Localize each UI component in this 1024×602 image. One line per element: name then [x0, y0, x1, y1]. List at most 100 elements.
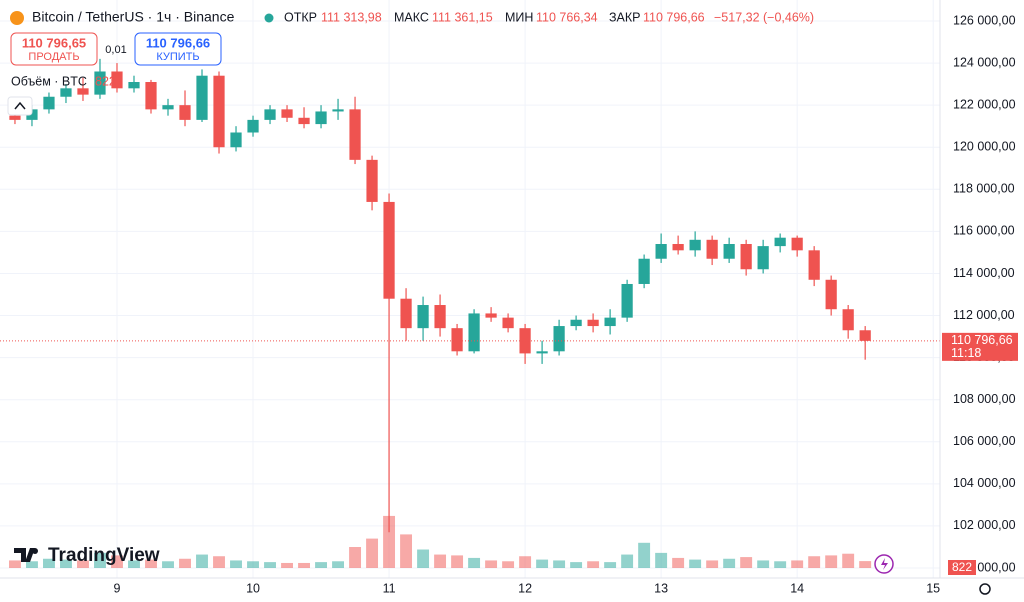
x-tick-label: 12	[518, 581, 532, 595]
volume-bar	[672, 557, 685, 568]
y-tick-label: 118 000,00	[953, 182, 1015, 196]
y-tick-label: 126 000,00	[953, 13, 1016, 27]
volume-tag	[948, 560, 976, 575]
volume-bar	[502, 561, 515, 568]
candle-body	[77, 88, 89, 95]
brand-logo-dot	[32, 548, 38, 554]
candle-body	[315, 111, 327, 125]
volume-bar	[315, 562, 327, 568]
candle-body	[264, 109, 276, 120]
candle-body	[587, 319, 599, 327]
candle-body	[451, 328, 463, 352]
volume-bar	[553, 560, 566, 568]
close-value: 110 796,66	[643, 10, 705, 24]
volume-bar	[842, 553, 855, 568]
candle-body	[281, 109, 293, 118]
volume-pane	[9, 515, 872, 568]
x-tick-label: 9	[114, 581, 121, 595]
candle-body	[536, 351, 548, 354]
lightning-icon	[881, 558, 888, 570]
volume-bar	[468, 557, 481, 568]
buy-button[interactable]	[134, 32, 222, 66]
last-price-label: 110 796,66	[951, 333, 1013, 347]
volume-bar	[638, 542, 651, 568]
candle-body	[94, 71, 106, 95]
change-value: −517,32 (−0,46%)	[714, 10, 814, 24]
x-tick-label: 14	[790, 581, 804, 595]
candle-body	[638, 258, 650, 284]
candle-body	[26, 109, 38, 120]
candle-body	[706, 239, 718, 259]
buy-label: КУПИТЬ	[156, 51, 199, 63]
candle-body	[417, 305, 429, 329]
y-tick-label: 116 000,00	[953, 224, 1015, 238]
sell-price: 110 796,65	[22, 35, 86, 50]
volume-bar	[145, 559, 157, 568]
volume-bar	[332, 561, 344, 568]
candle-body	[859, 330, 871, 341]
countdown: 11:18	[951, 346, 981, 360]
candle-body	[485, 313, 497, 318]
volume-bar	[621, 554, 634, 568]
volume-bar	[179, 558, 191, 568]
volume-bar	[757, 560, 770, 568]
symbol[interactable]: Bitcoin / TetherUS · 1ч · Binance	[32, 9, 235, 25]
volume-bar	[111, 555, 123, 568]
candle-body	[825, 279, 837, 310]
high-label: МАКС	[394, 10, 429, 24]
volume-legend: Объём · BTC	[11, 74, 87, 88]
candle-body	[60, 88, 72, 97]
volume-bar	[519, 556, 532, 568]
candle-body	[162, 105, 174, 110]
candle-body	[604, 317, 616, 327]
brand-logo	[14, 548, 35, 562]
volume-bar	[536, 559, 549, 568]
settings-icon[interactable]	[979, 583, 991, 595]
y-tick-label: 104 000,00	[953, 476, 1016, 490]
volume-bar	[706, 560, 719, 568]
candle-body	[366, 159, 378, 202]
volume-bar	[264, 562, 276, 568]
candle-body	[468, 313, 480, 352]
spread: 0,01	[105, 44, 126, 56]
volume-bar	[383, 515, 396, 568]
volume-bar	[655, 552, 668, 568]
open-label: ОТКР	[284, 10, 317, 24]
sell-label: ПРОДАТЬ	[28, 51, 79, 63]
volume-bar	[825, 555, 838, 568]
collapse-icon	[14, 101, 26, 110]
volume-bar	[740, 557, 753, 568]
candle-body	[332, 109, 344, 112]
volume-bar	[230, 560, 242, 568]
volume-bar	[400, 534, 413, 568]
volume-bar	[689, 559, 702, 568]
y-tick-label: 120 000,00	[953, 140, 1016, 154]
volume-bar	[9, 560, 21, 568]
candle-body	[808, 250, 820, 280]
candle-body	[655, 244, 667, 259]
candle-body	[621, 283, 633, 318]
volume-bar	[281, 562, 293, 568]
volume-bar	[60, 559, 72, 568]
volume-bar	[451, 555, 464, 568]
candle-body	[349, 109, 361, 160]
sell-button[interactable]	[10, 32, 98, 66]
candle-body	[196, 75, 208, 120]
y-tick-label: 102 000,00	[953, 518, 1016, 532]
volume-bar	[162, 561, 174, 568]
candle-body	[145, 82, 157, 110]
candle-body	[757, 246, 769, 270]
volume-bar	[366, 538, 379, 568]
candle-body	[774, 237, 786, 247]
candle-body	[247, 119, 259, 133]
symbol-icon	[10, 11, 24, 25]
volume-bar	[774, 561, 787, 568]
volume-bar	[808, 556, 821, 568]
candle-body	[842, 309, 854, 331]
grid	[0, 0, 940, 578]
y-tick-label: 122 000,00	[953, 97, 1016, 111]
volume-bar	[213, 556, 225, 568]
collapse-button[interactable]	[7, 96, 33, 116]
